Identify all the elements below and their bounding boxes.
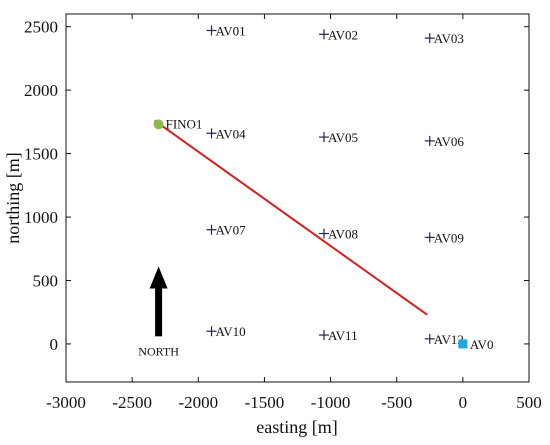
- turbine-label: AV03: [434, 31, 464, 46]
- turbine-label: AV05: [328, 130, 358, 145]
- data-layer: NORTH FINO1 AV01 AV02 AV03 AV04 AV05 AV06 AV07 AV…: [138, 23, 493, 358]
- x-axis-label: easting [m]: [256, 417, 337, 437]
- turbine-label: AV06: [434, 134, 465, 149]
- turbine-label: AV04: [216, 126, 247, 141]
- fino1-label: FINO1: [166, 116, 203, 131]
- turbine-label: AV01: [216, 23, 246, 38]
- transect-line: [154, 119, 428, 316]
- north-label: NORTH: [138, 344, 179, 358]
- y-tick-label: 0: [50, 335, 59, 354]
- turbine-label: AV07: [216, 223, 247, 238]
- north-arrow-shaft: [155, 284, 163, 337]
- turbine-label: AV08: [328, 227, 358, 242]
- x-tick-label: 500: [516, 393, 542, 412]
- turbine-label: AV11: [328, 328, 358, 343]
- x-tick-label: -2500: [112, 393, 152, 412]
- plot-frame: [65, 13, 530, 383]
- plot-area: -3000 -2500 -2000 -1500 -1000 -500 0 500 0 500 10…: [24, 13, 542, 412]
- y-tick-label: 1500: [24, 145, 58, 164]
- x-tick-label: -500: [381, 393, 412, 412]
- reference-point-label: AV0: [470, 337, 494, 352]
- x-tick-label: -3000: [46, 393, 86, 412]
- x-tick-label: -1000: [311, 393, 351, 412]
- x-tick-label: 0: [459, 393, 468, 412]
- turbine-label: AV12: [434, 332, 464, 347]
- y-axis: 0 500 1000 1500 2000 2500: [24, 18, 529, 354]
- fino1-point: [153, 119, 164, 130]
- y-axis-label: northing [m]: [3, 152, 23, 244]
- turbine-label: AV10: [216, 324, 246, 339]
- y-tick-label: 2500: [24, 18, 58, 37]
- y-tick-label: 1000: [24, 208, 58, 227]
- reference-point: [458, 339, 468, 349]
- x-tick-label: -1500: [245, 393, 285, 412]
- turbine-label: AV02: [328, 27, 358, 42]
- turbine-label: AV09: [434, 230, 464, 245]
- y-tick-label: 500: [33, 271, 59, 290]
- x-axis: -3000 -2500 -2000 -1500 -1000 -500 0 500: [46, 14, 542, 412]
- x-tick-label: -2000: [178, 393, 218, 412]
- north-arrow-head: [149, 266, 168, 289]
- y-tick-label: 2000: [24, 81, 58, 100]
